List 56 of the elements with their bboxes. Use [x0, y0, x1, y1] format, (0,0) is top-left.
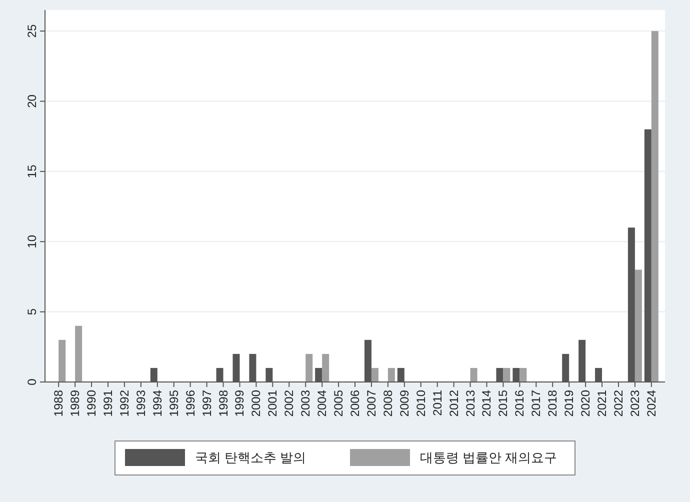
x-tick-label: 1990: [84, 390, 99, 417]
y-tick-label: 5: [25, 308, 39, 316]
x-tick-label: 1991: [100, 390, 115, 417]
x-tick-label: 2017: [529, 390, 544, 417]
x-tick-label: 2023: [628, 390, 642, 417]
x-tick-label: 2007: [364, 390, 378, 417]
x-tick-label: 2008: [380, 390, 395, 417]
legend-label: 국회 탄핵소추 발의: [195, 450, 306, 465]
x-tick-label: 2001: [266, 390, 280, 417]
x-tick-label: 2006: [348, 390, 362, 417]
y-tick-label: 25: [25, 24, 39, 38]
x-tick-label: 1993: [134, 390, 148, 417]
x-tick-label: 2004: [315, 390, 330, 417]
x-tick-label: 1995: [166, 390, 181, 417]
bar: [322, 354, 330, 382]
bar: [388, 368, 395, 382]
bar: [634, 270, 642, 382]
x-tick-label: 1998: [216, 390, 230, 417]
x-tick-label: 2003: [298, 390, 313, 417]
bar: [470, 368, 478, 382]
bar: [651, 31, 658, 382]
x-tick-label: 1994: [150, 390, 164, 417]
x-tick-label: 2014: [480, 390, 494, 417]
x-tick-label: 2021: [595, 390, 610, 417]
y-tick-label: 15: [25, 164, 39, 178]
bar: [503, 368, 510, 382]
x-tick-label: 2016: [512, 390, 527, 417]
x-tick-label: 2018: [546, 390, 560, 417]
x-tick-label: 2022: [611, 390, 626, 417]
x-tick-label: 2020: [578, 390, 593, 417]
bar: [58, 340, 66, 382]
bar: [306, 354, 313, 382]
bar: [371, 368, 378, 382]
bar: [520, 368, 527, 382]
bar: [75, 326, 82, 382]
x-tick-label: 2015: [496, 390, 510, 417]
x-tick-label: 2019: [562, 390, 576, 417]
x-tick-label: 1997: [200, 390, 214, 417]
y-tick-label: 20: [25, 94, 39, 108]
legend-label: 대통령 법률안 재의요구: [420, 450, 558, 465]
y-tick-label: 10: [25, 234, 39, 248]
x-tick-label: 2000: [249, 390, 264, 417]
x-tick-label: 2002: [282, 390, 296, 417]
x-tick-label: 1988: [52, 390, 66, 417]
x-tick-label: 1992: [117, 390, 132, 417]
x-tick-label: 1999: [232, 390, 247, 417]
x-tick-label: 2010: [414, 390, 428, 417]
x-tick-label: 2012: [446, 390, 461, 417]
x-tick-label: 2013: [463, 390, 478, 417]
x-tick-label: 2024: [644, 390, 658, 417]
x-tick-label: 2009: [397, 390, 412, 417]
y-tick-label: 0: [25, 378, 39, 386]
x-tick-label: 1989: [68, 390, 82, 417]
x-tick-label: 1996: [183, 390, 198, 417]
x-tick-label: 2005: [332, 390, 346, 417]
x-tick-label: 2011: [430, 390, 444, 416]
